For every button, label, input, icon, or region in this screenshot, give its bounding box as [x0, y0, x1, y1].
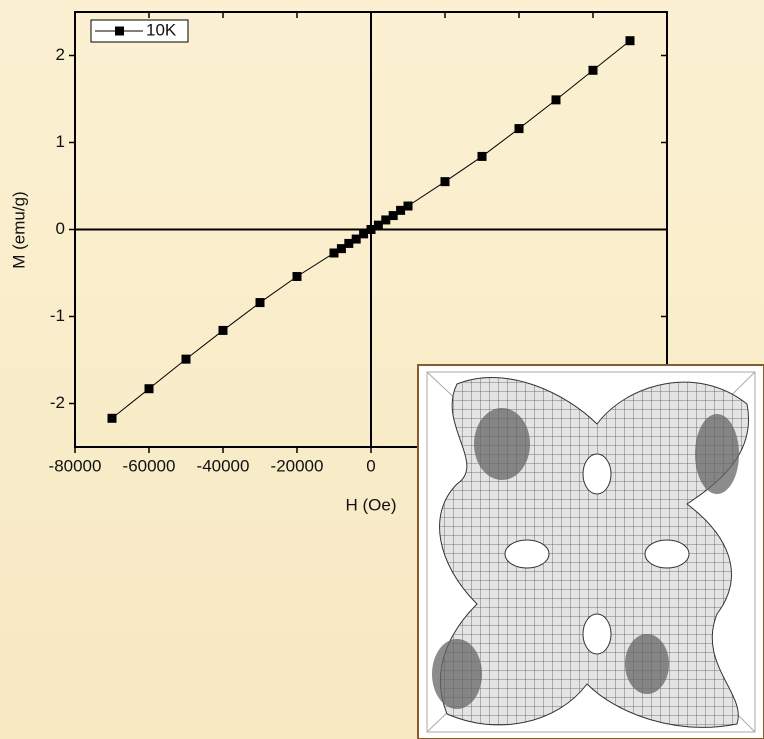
- data-point: [108, 414, 117, 423]
- data-point: [515, 124, 524, 133]
- data-point: [219, 326, 228, 335]
- x-axis-label: H (Oe): [346, 495, 397, 514]
- data-point: [404, 202, 413, 211]
- data-point: [552, 95, 561, 104]
- data-point: [182, 355, 191, 364]
- y-axis-label: M (emu/g): [9, 191, 28, 268]
- data-point: [256, 298, 265, 307]
- x-tick-label: -80000: [49, 456, 102, 475]
- x-tick-label: -60000: [123, 456, 176, 475]
- data-point: [589, 66, 598, 75]
- data-point: [626, 36, 635, 45]
- legend-label: 10K: [146, 20, 177, 39]
- data-point: [441, 177, 450, 186]
- inset-image: [417, 364, 764, 739]
- x-tick-label: -40000: [197, 456, 250, 475]
- x-tick-label: -20000: [271, 456, 324, 475]
- legend-marker: [115, 27, 124, 36]
- y-tick-label: 0: [56, 219, 65, 238]
- data-point: [293, 272, 302, 281]
- data-point: [145, 384, 154, 393]
- y-tick-label: -2: [50, 393, 65, 412]
- x-tick-label: 0: [366, 456, 375, 475]
- page: H (Oe) M (emu/g) -80000 -60000 -40000 -2000…: [0, 0, 764, 739]
- data-point: [478, 152, 487, 161]
- y-tick-label: 1: [56, 132, 65, 151]
- y-tick-label: -1: [50, 306, 65, 325]
- y-tick-label: 2: [56, 45, 65, 64]
